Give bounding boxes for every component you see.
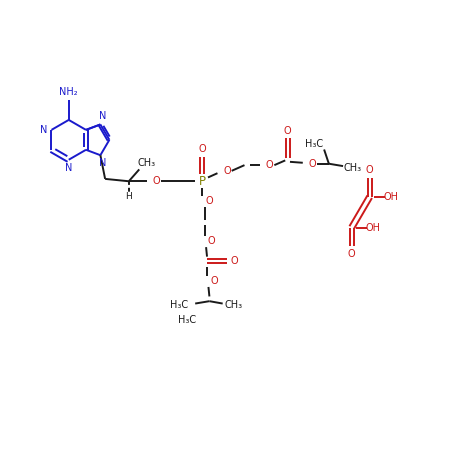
Text: CH₃: CH₃ — [224, 300, 242, 310]
Text: NH₂: NH₂ — [59, 87, 78, 98]
Text: O: O — [199, 144, 206, 154]
Text: O: O — [231, 256, 238, 266]
Text: O: O — [208, 237, 216, 246]
Text: O: O — [223, 166, 231, 176]
Text: O: O — [309, 159, 316, 169]
Text: H₃C: H₃C — [178, 315, 196, 325]
Text: O: O — [210, 276, 218, 286]
Text: N: N — [40, 125, 47, 135]
Text: N: N — [99, 158, 107, 168]
Text: OH: OH — [383, 191, 399, 202]
Text: N: N — [65, 163, 73, 173]
Text: O: O — [266, 160, 273, 170]
Text: N: N — [99, 111, 107, 121]
Text: P: P — [199, 175, 206, 188]
Text: H₃C: H₃C — [305, 139, 323, 149]
Text: O: O — [366, 165, 374, 175]
Text: OH: OH — [365, 222, 381, 233]
Text: CH₃: CH₃ — [344, 163, 362, 173]
Text: O: O — [348, 249, 356, 259]
Text: H: H — [126, 192, 132, 201]
Text: CH₃: CH₃ — [138, 158, 156, 168]
Text: O: O — [153, 176, 160, 186]
Text: H₃C: H₃C — [170, 300, 188, 310]
Text: O: O — [284, 126, 292, 136]
Text: O: O — [206, 196, 213, 206]
